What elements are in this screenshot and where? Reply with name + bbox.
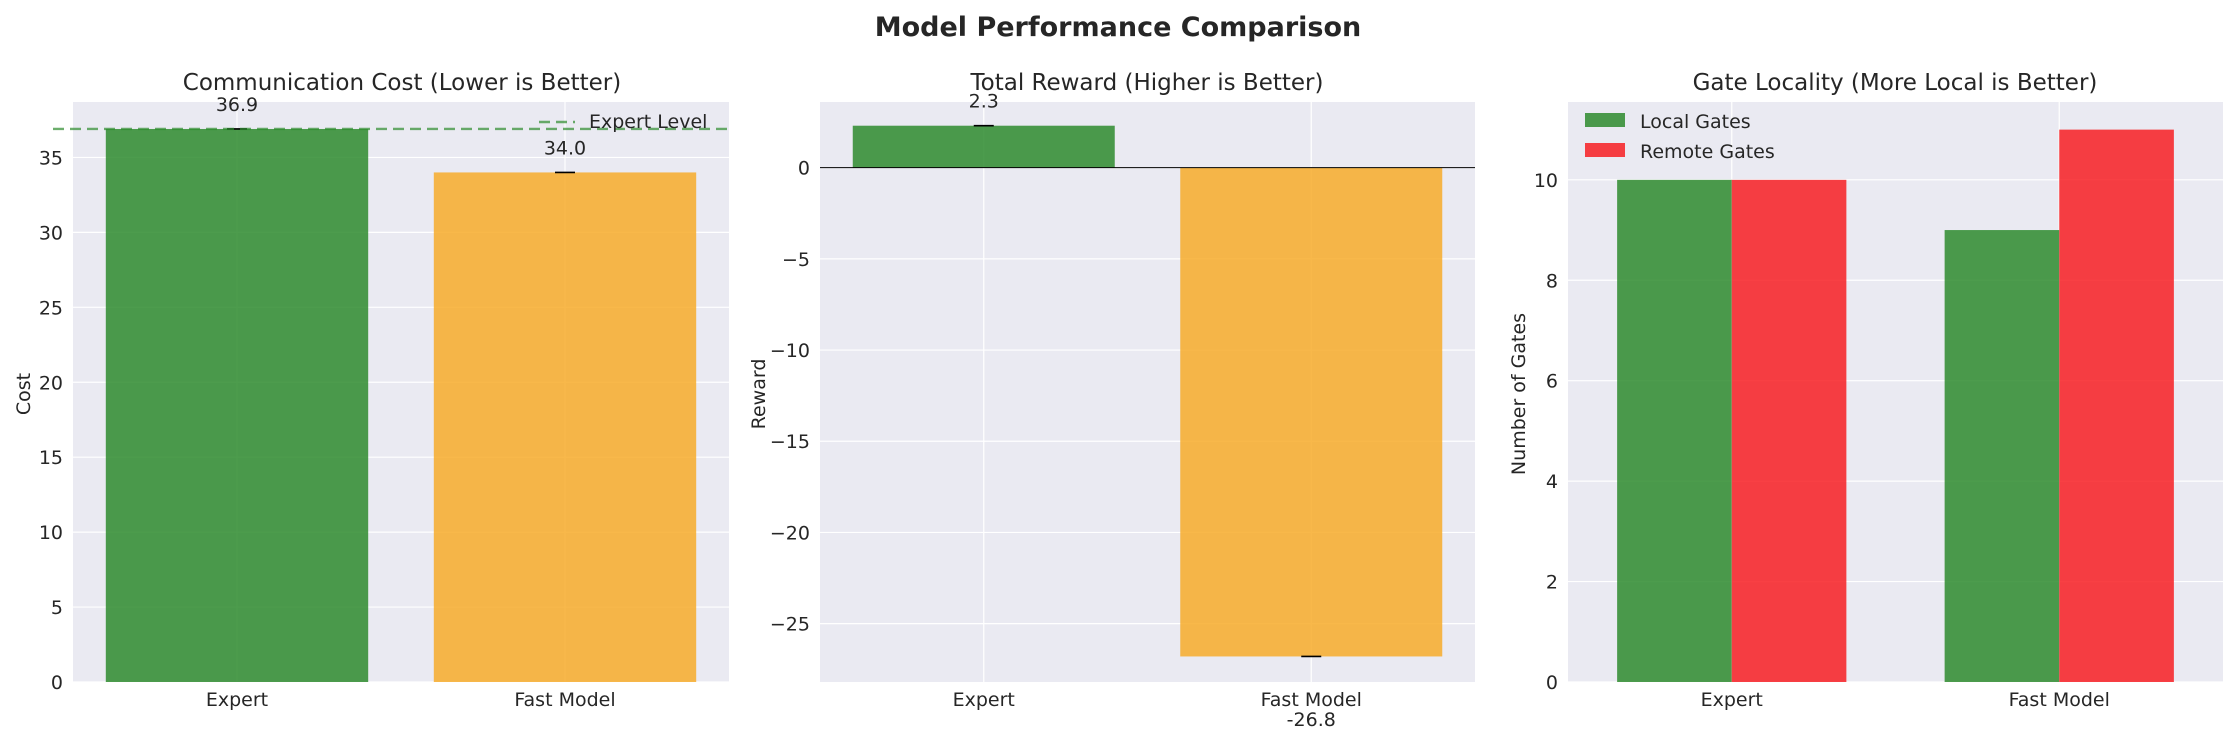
bar-fast-model (433, 172, 697, 682)
data-label: 36.9 (216, 94, 258, 116)
bar-remote-gates (2059, 129, 2174, 683)
data-label: 2.3 (969, 91, 999, 113)
y-tick-label: 4 (1546, 471, 1558, 493)
y-tick-label: 15 (39, 447, 63, 469)
legend-swatch-remote-gates (1585, 143, 1625, 157)
y-tick-label: 20 (39, 372, 63, 394)
y-tick-label: 5 (51, 597, 63, 619)
data-label: 34.0 (544, 137, 586, 159)
bar-remote-gates (1731, 179, 1847, 682)
y-tick-label: 30 (39, 222, 63, 244)
y-tick-label: 25 (39, 297, 63, 319)
y-tick-label: 0 (798, 158, 810, 180)
legend-swatch-local-gates (1585, 113, 1625, 127)
y-tick-label: 0 (1546, 672, 1558, 694)
gate-y-axis-label: Number of Gates (1508, 313, 1530, 475)
y-tick-label: 6 (1546, 371, 1558, 393)
y-tick-label: 10 (1534, 170, 1558, 192)
gate-locality-chart-panel: Gate Locality (More Local is Better) Num… (1508, 70, 2223, 711)
data-label: -26.8 (1287, 709, 1336, 731)
y-tick-label: 8 (1546, 270, 1558, 292)
reward-chart-panel: Total Reward (Higher is Better) Reward 0… (748, 70, 1475, 731)
x-tick-label: Expert (206, 689, 268, 711)
y-tick-label: 0 (51, 672, 63, 694)
reward-y-axis-label: Reward (748, 359, 770, 430)
bar-local-gates (1944, 230, 2060, 682)
legend-label: Local Gates (1640, 111, 1751, 133)
figure-title: Model Performance Comparison (875, 12, 1362, 43)
x-tick-label: Fast Model (514, 689, 615, 711)
y-tick-label: −5 (782, 249, 810, 271)
legend-label: Remote Gates (1640, 141, 1775, 163)
legend-label: Expert Level (589, 111, 707, 133)
y-tick-label: 10 (39, 522, 63, 544)
bar-expert (105, 128, 369, 682)
y-tick-label: 2 (1546, 572, 1558, 594)
cost-chart-title: Communication Cost (Lower is Better) (183, 70, 621, 96)
gate-chart-title: Gate Locality (More Local is Better) (1693, 70, 2098, 96)
cost-y-axis-label: Cost (13, 373, 35, 415)
y-tick-label: −15 (770, 431, 810, 453)
y-tick-label: −10 (770, 340, 810, 362)
x-tick-label: Fast Model (2009, 689, 2110, 711)
bar-local-gates (1617, 179, 1732, 682)
y-tick-label: −20 (770, 522, 810, 544)
reward-chart-title: Total Reward (Higher is Better) (970, 70, 1324, 96)
bar-fast-model (1180, 167, 1443, 657)
x-tick-label: Expert (953, 689, 1015, 711)
x-tick-label: Fast Model (1261, 689, 1362, 711)
cost-chart-panel: Communication Cost (Lower is Better) Cos… (13, 70, 731, 711)
bar-expert (852, 125, 1115, 168)
x-tick-label: Expert (1701, 689, 1763, 711)
y-tick-label: −25 (770, 614, 810, 636)
y-tick-label: 35 (39, 147, 63, 169)
